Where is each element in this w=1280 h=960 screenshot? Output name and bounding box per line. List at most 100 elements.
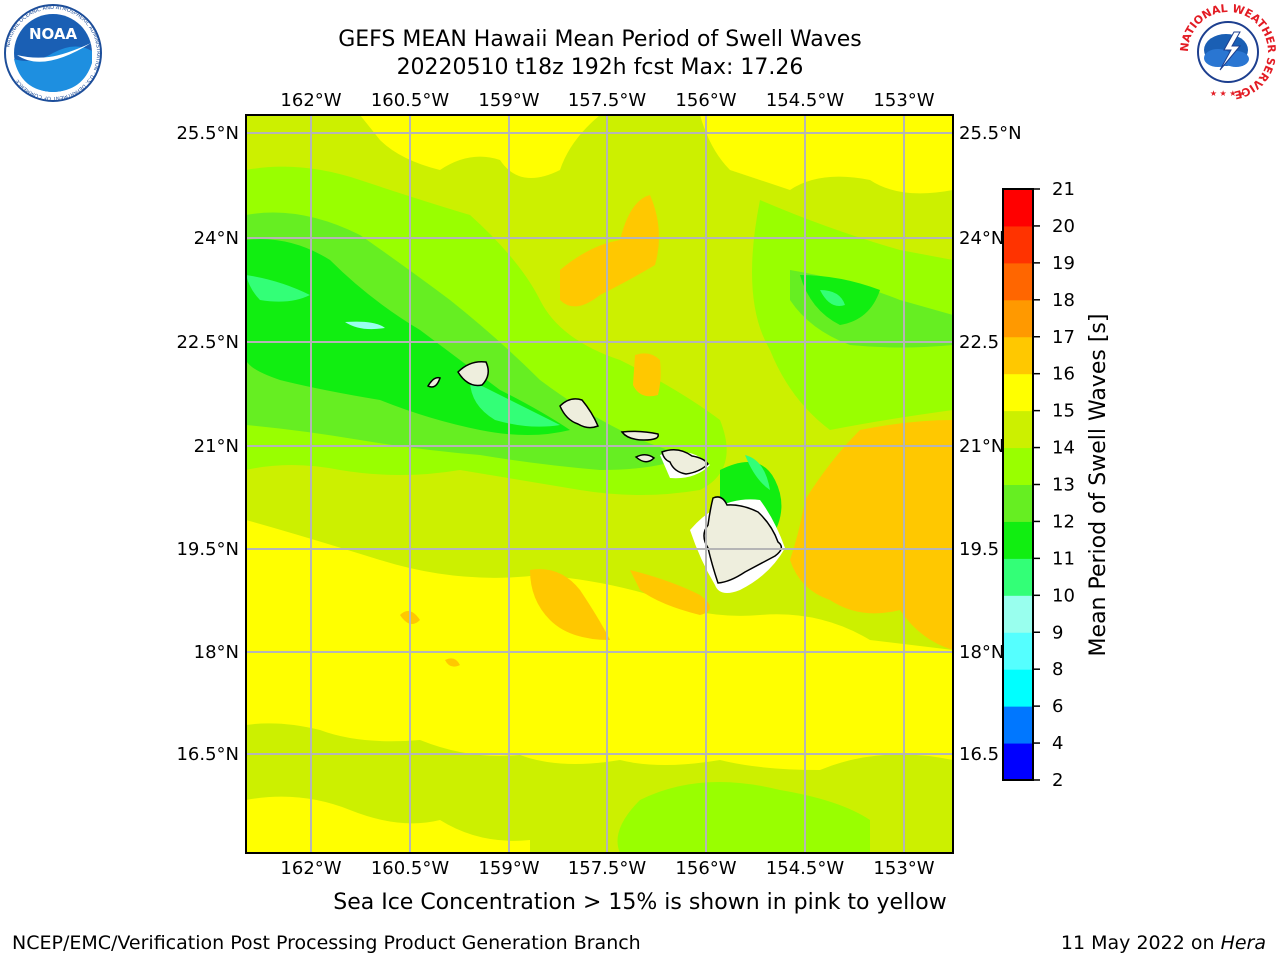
colorbar-tick-label: 11 [1052, 548, 1075, 569]
contour-15-16-south [246, 520, 953, 770]
colorbar-tick-label: 20 [1052, 216, 1075, 237]
colorbar-segment [1003, 336, 1033, 375]
island-kauai [457, 360, 489, 387]
lon-label-bottom: 153°W [873, 858, 934, 879]
contour-16-17-maui [633, 353, 661, 397]
contour-16-17-spot-b [445, 658, 460, 667]
lon-label-bottom: 156°W [675, 858, 736, 879]
island-kahoolawe [634, 454, 656, 463]
colorbar-segment [1003, 595, 1033, 633]
contour-10-11-west [246, 275, 310, 302]
lon-labels-bottom: 162°W 160.5°W 159°W 157.5°W 156°W 154.5°… [280, 858, 934, 879]
colorbar-tick-label: 17 [1052, 327, 1075, 348]
contour-16-17-east [790, 420, 953, 650]
noaa-logo-text: NOAA [29, 25, 78, 43]
lat-label-left: 24°N [194, 228, 239, 249]
lat-label-right: 25.5°N [959, 123, 1022, 144]
lat-label-left: 18°N [194, 642, 239, 663]
lat-label-left: 16.5°N [176, 744, 239, 765]
lon-label-top: 154.5°W [766, 90, 845, 111]
contour-16-17-north [560, 195, 659, 307]
contour-15-16-north [360, 115, 600, 178]
lon-label-bottom: 159°W [478, 858, 539, 879]
lat-label-right: 22.5 [959, 332, 999, 353]
footer-date-text: 11 May 2022 on [1060, 932, 1221, 954]
lon-label-bottom: 160.5°W [371, 858, 450, 879]
island-niihau [426, 376, 441, 388]
island-molokai [620, 430, 659, 441]
colorbar-segment [1003, 706, 1033, 744]
lat-labels-left: 25.5°N 24°N 22.5°N 21°N 19.5°N 18°N 16.5… [176, 123, 239, 765]
noaa-logo: NOAA NATIONAL OCEANIC AND ATMOSPHERIC AD… [4, 4, 102, 102]
lat-labels-right: 25.5°N 24°N 22.5 21°N 19.5 18°N 16.5 [959, 123, 1022, 765]
contour-15-16-southwest [246, 796, 530, 853]
colorbar-label: Mean Period of Swell Waves [s] [1086, 314, 1111, 657]
lon-label-top: 153°W [873, 90, 934, 111]
contour-15-16-northeast [700, 115, 953, 194]
lat-label-left: 25.5°N [176, 123, 239, 144]
colorbar-segment [1003, 558, 1033, 596]
colorbar-tick-label: 12 [1052, 511, 1075, 532]
contour-10-11-channel [470, 380, 560, 427]
colorbar-segment [1003, 299, 1033, 338]
contour-10-11-east [820, 290, 845, 306]
svg-text:★ ★ ★ ★: ★ ★ ★ ★ [1210, 89, 1246, 98]
contour-11-12-west [246, 239, 570, 435]
colorbar-segment [1003, 262, 1033, 301]
island-oahu [559, 398, 599, 429]
contour-16-17-south-b [630, 570, 710, 615]
colorbar-tick-label: 10 [1052, 585, 1075, 606]
lon-label-top: 160.5°W [371, 90, 450, 111]
map-subtitle: 20220510 t18z 192h fcst Max: 17.26 [396, 55, 804, 80]
colorbar-tick-label: 21 [1052, 179, 1075, 200]
lat-label-left: 21°N [194, 436, 239, 457]
colorbar-tick-label: 14 [1052, 438, 1075, 459]
island-maui [661, 449, 709, 475]
lon-labels-top: 162°W 160.5°W 159°W 157.5°W 156°W 154.5°… [280, 90, 934, 111]
map-frame [245, 114, 954, 854]
lat-label-right: 19.5 [959, 539, 999, 560]
colorbar-tick-label: 8 [1052, 659, 1063, 680]
lon-label-bottom: 157.5°W [568, 858, 647, 879]
footer-host: Hera [1220, 932, 1266, 954]
colorbar-tick-label: 6 [1052, 696, 1063, 717]
lat-label-right: 18°N [959, 642, 1004, 663]
colorbar-tick-label: 9 [1052, 622, 1063, 643]
contour-9-10-spot [345, 321, 385, 330]
colorbar-segment [1003, 189, 1033, 227]
lat-label-right: 24°N [959, 228, 1004, 249]
colorbar-segment [1003, 225, 1033, 264]
map-title: GEFS MEAN Hawaii Mean Period of Swell Wa… [338, 27, 862, 52]
lon-label-top: 157.5°W [568, 90, 647, 111]
colorbar-tick-label: 15 [1052, 401, 1075, 422]
nws-logo: NATIONAL WEATHER SERVICE ★ ★ ★ ★ [1178, 2, 1278, 101]
colorbar-tick-label: 19 [1052, 253, 1075, 274]
colorbar-segment [1003, 410, 1033, 449]
colorbar-tick-label: 4 [1052, 733, 1063, 754]
lat-label-left: 22.5°N [176, 332, 239, 353]
colorbar-ticks: 2 4 6 8 9 10 11 12 13 14 15 16 17 18 19 20 21 [1033, 179, 1075, 791]
sea-ice-caption: Sea Ice Concentration > 15% is shown in … [333, 890, 947, 915]
colorbar-tick-label: 13 [1052, 475, 1075, 496]
lat-label-left: 19.5°N [176, 539, 239, 560]
footer-credit: NCEP/EMC/Verification Post Processing Pr… [12, 932, 641, 954]
colorbar-tick-label: 18 [1052, 290, 1075, 311]
colorbar-segment [1003, 447, 1033, 485]
footer-date: 11 May 2022 on Hera [1061, 932, 1266, 954]
colorbar [1003, 189, 1033, 781]
colorbar-segment [1003, 373, 1033, 412]
lon-label-top: 159°W [478, 90, 539, 111]
gridlines [246, 115, 953, 853]
contour-13-14-south [617, 782, 870, 853]
colorbar-tick-label: 16 [1052, 364, 1075, 385]
colorbar-segment [1003, 484, 1033, 522]
colorbar-segment [1003, 743, 1033, 781]
lat-label-right: 21°N [959, 436, 1004, 457]
lon-label-top: 162°W [280, 90, 341, 111]
colorbar-segment [1003, 521, 1033, 559]
lon-label-bottom: 162°W [280, 858, 341, 879]
lon-label-top: 156°W [675, 90, 736, 111]
contour-10-11-bigisland [745, 455, 770, 490]
colorbar-segment [1003, 669, 1033, 707]
swell-period-map: 162°W 160.5°W 159°W 157.5°W 156°W 154.5°… [176, 90, 1111, 879]
